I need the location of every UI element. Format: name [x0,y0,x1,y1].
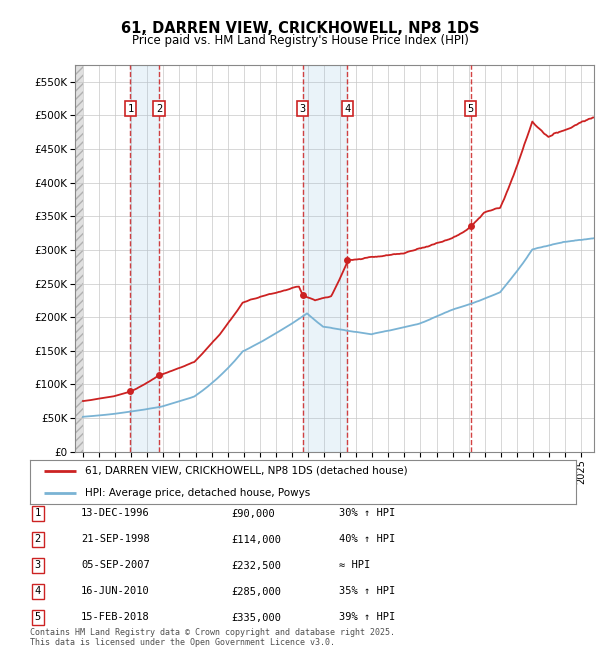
Bar [75,65,83,452]
Text: £285,000: £285,000 [231,586,281,597]
Bar [302,65,347,452]
Text: 21-SEP-1998: 21-SEP-1998 [81,534,150,545]
Text: £90,000: £90,000 [231,508,275,519]
Text: 13-DEC-1996: 13-DEC-1996 [81,508,150,519]
Bar [130,65,159,452]
Text: 3: 3 [35,560,41,571]
Text: 2: 2 [156,104,162,114]
Text: 16-JUN-2010: 16-JUN-2010 [81,586,150,597]
Text: 2: 2 [35,534,41,545]
Text: 05-SEP-2007: 05-SEP-2007 [81,560,150,571]
Text: 61, DARREN VIEW, CRICKHOWELL, NP8 1DS (detached house): 61, DARREN VIEW, CRICKHOWELL, NP8 1DS (d… [85,465,407,476]
Text: 3: 3 [299,104,306,114]
Text: Price paid vs. HM Land Registry's House Price Index (HPI): Price paid vs. HM Land Registry's House … [131,34,469,47]
Text: 5: 5 [35,612,41,623]
Text: 30% ↑ HPI: 30% ↑ HPI [339,508,395,519]
Text: 39% ↑ HPI: 39% ↑ HPI [339,612,395,623]
Text: 1: 1 [35,508,41,519]
Text: £114,000: £114,000 [231,534,281,545]
Text: 40% ↑ HPI: 40% ↑ HPI [339,534,395,545]
Text: £335,000: £335,000 [231,612,281,623]
Text: 15-FEB-2018: 15-FEB-2018 [81,612,150,623]
Text: 5: 5 [467,104,474,114]
Text: 1: 1 [127,104,134,114]
Text: 61, DARREN VIEW, CRICKHOWELL, NP8 1DS: 61, DARREN VIEW, CRICKHOWELL, NP8 1DS [121,21,479,36]
Text: 35% ↑ HPI: 35% ↑ HPI [339,586,395,597]
Text: ≈ HPI: ≈ HPI [339,560,370,571]
Text: HPI: Average price, detached house, Powys: HPI: Average price, detached house, Powy… [85,488,310,498]
Text: 4: 4 [35,586,41,597]
Text: £232,500: £232,500 [231,560,281,571]
Text: Contains HM Land Registry data © Crown copyright and database right 2025.
This d: Contains HM Land Registry data © Crown c… [30,628,395,647]
Text: 4: 4 [344,104,350,114]
